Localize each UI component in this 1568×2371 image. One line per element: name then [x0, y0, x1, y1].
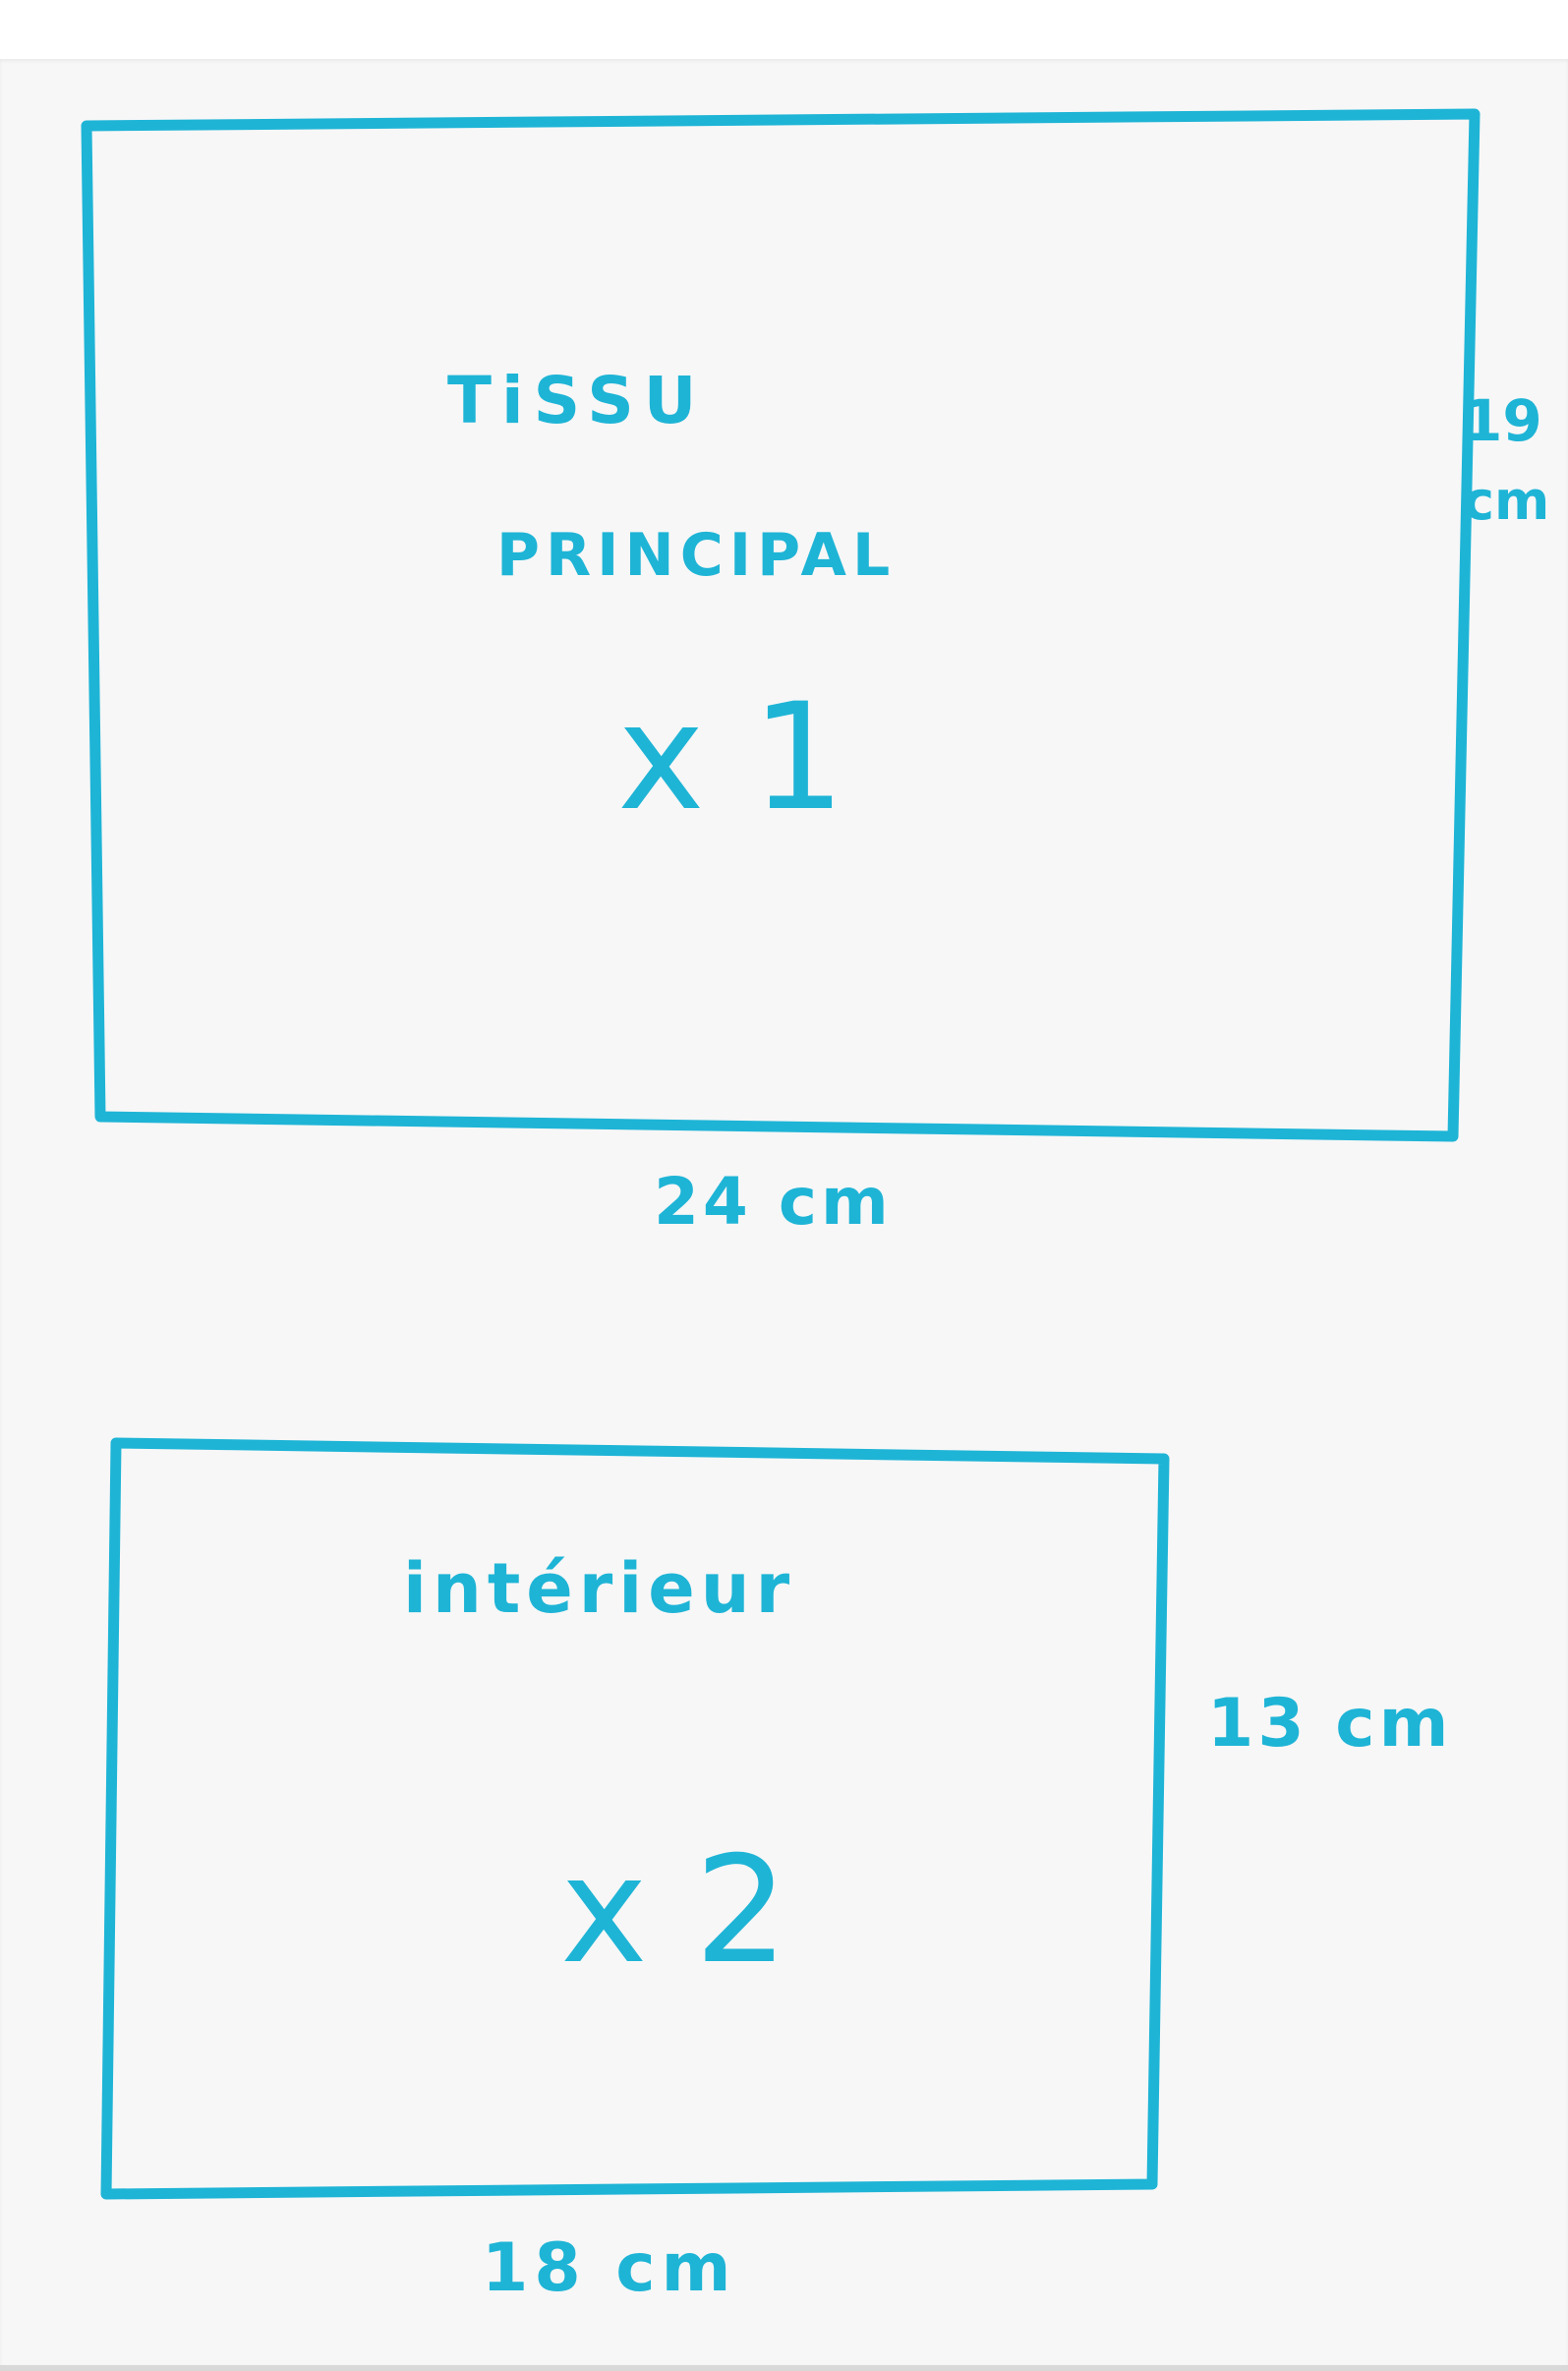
piece-main-fabric-height-label-line1: 19 — [1463, 387, 1542, 454]
piece-main-fabric-width-label: 24 cm — [654, 1164, 893, 1240]
piece-interior-height-label: 13 cm — [1207, 1685, 1452, 1763]
paper-sheet — [0, 59, 1568, 2365]
piece-interior: intérieur x 2 18 cm 13 cm — [100, 1437, 1452, 2307]
piece-main-fabric-outline — [81, 108, 1481, 1142]
piece-main-fabric-title-line1: TiSSU — [447, 363, 706, 438]
piece-main-fabric-title-line2: PRINCIPAL — [496, 521, 896, 590]
piece-interior-title: intérieur — [403, 1548, 795, 1629]
piece-main-fabric: TiSSU PRINCIPAL x 1 24 cm 19 cm — [81, 108, 1549, 1240]
piece-interior-outline — [100, 1437, 1170, 2200]
piece-main-fabric-height-label-line2: cm — [1463, 470, 1549, 532]
paper-bottom-edge — [0, 2365, 1568, 2371]
piece-main-fabric-quantity: x 1 — [617, 672, 845, 843]
piece-interior-quantity: x 2 — [560, 1825, 788, 1996]
scan-margin — [0, 0, 1568, 59]
piece-interior-width-label: 18 cm — [482, 2229, 736, 2307]
